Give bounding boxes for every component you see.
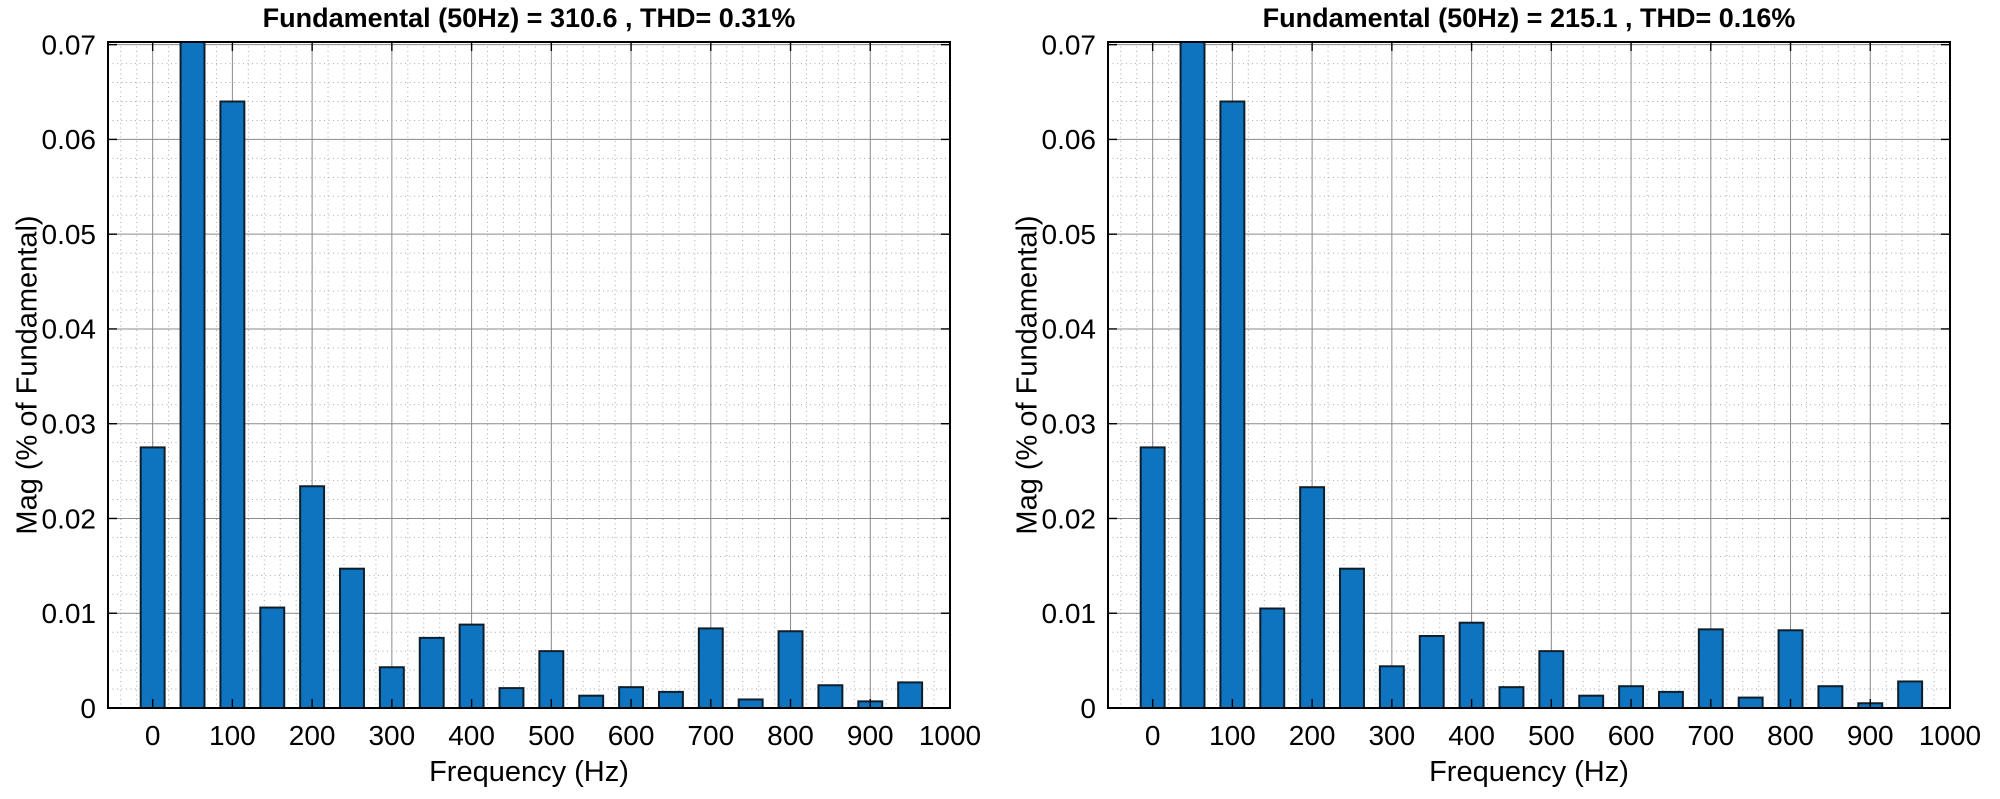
y-tick-label: 0.07 [1042,29,1097,60]
y-tick-label: 0.06 [1042,124,1097,155]
x-tick-label: 300 [368,720,415,751]
x-tick-label: 900 [1847,720,1894,751]
plot-area: 0 100 200 300 400 500 600 700 800 900 1000 0 0.01 0.0… [42,29,982,751]
y-tick-label: 0.01 [42,598,97,629]
chart-title: Fundamental (50Hz) = 215.1 , THD= 0.16% [1262,3,1796,33]
x-tick-label: 400 [1448,720,1495,751]
y-tick-label: 0 [80,693,96,724]
y-tick-label: 0 [1080,693,1096,724]
y-tick-label: 0.04 [1042,314,1097,345]
fft-bar-chart-left: 0 100 200 300 400 500 600 700 800 900 1000 0 0.01 0.0… [11,3,982,788]
chart-title: Fundamental (50Hz) = 310.6 , THD= 0.31% [262,3,796,33]
x-tick-label: 500 [528,720,575,751]
y-tick-label: 0.01 [1042,598,1097,629]
x-tick-label: 200 [1289,720,1336,751]
x-tick-label: 200 [289,720,336,751]
y-tick-label: 0.02 [42,503,97,534]
y-tick-label: 0.06 [42,124,97,155]
x-tick-label: 600 [1608,720,1655,751]
x-axis-label: Frequency (Hz) [1429,756,1629,788]
y-tick-label: 0.03 [1042,409,1097,440]
y-axis-label: Mag (% of Fundamental) [1011,215,1044,535]
x-tick-label: 600 [608,720,655,751]
x-tick-label: 700 [1687,720,1734,751]
x-tick-label: 100 [209,720,256,751]
x-tick-label: 1000 [919,720,981,751]
y-axis-label: Mag (% of Fundamental) [11,215,44,535]
y-tick-label: 0.04 [42,314,97,345]
x-tick-label: 300 [1368,720,1415,751]
x-tick-label: 100 [1209,720,1256,751]
x-tick-label: 800 [767,720,814,751]
x-tick-label: 400 [448,720,495,751]
x-tick-label: 0 [1145,720,1161,751]
y-tick-label: 0.05 [42,219,97,250]
y-tick-label: 0.02 [1042,503,1097,534]
y-tick-label: 0.07 [42,29,97,60]
x-tick-label: 1000 [1919,720,1981,751]
y-tick-label: 0.03 [42,409,97,440]
x-tick-label: 0 [145,720,161,751]
fft-bar-chart-right: 0 100 200 300 400 500 600 700 800 900 1000 0 0.01 0.0… [1000,0,2000,799]
y-tick-label: 0.05 [1042,219,1097,250]
x-tick-label: 500 [1528,720,1575,751]
x-tick-label: 900 [847,720,894,751]
x-axis-label: Frequency (Hz) [429,756,629,788]
x-tick-label: 700 [687,720,734,751]
x-tick-label: 800 [1767,720,1814,751]
plot-area: 0 100 200 300 400 500 600 700 800 900 1000 0 0.01 0.0… [1042,29,1982,751]
